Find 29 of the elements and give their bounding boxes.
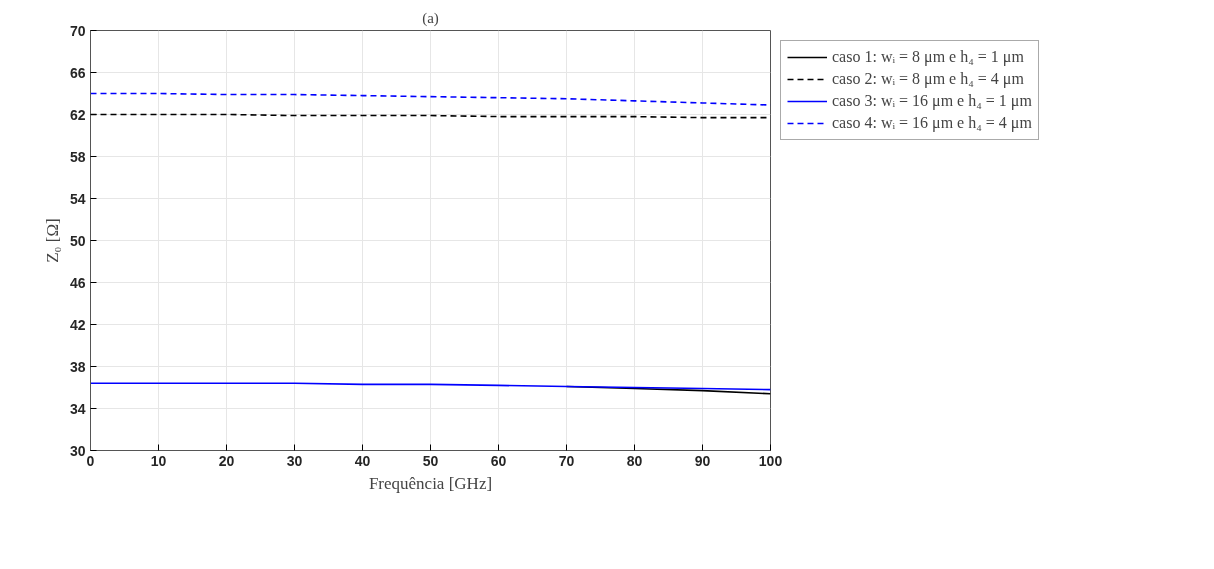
x-tick-label: 70 [558,452,575,469]
x-tick-label: 40 [354,452,371,469]
legend-label: caso 1: wᵢ = 8 μm e h₄ = 1 μm [832,48,1024,66]
x-tick-label: 20 [218,452,235,469]
y-tick-label: 34 [69,400,86,417]
x-axis-title: Frequência [GHz] [368,473,493,493]
legend-label: caso 2: wᵢ = 8 μm e h₄ = 4 μm [832,70,1024,88]
x-tick-label: 60 [490,452,507,469]
chart-title: (a) [422,9,439,27]
y-tick-label: 66 [69,64,86,81]
y-axis-title: Z₀ [Ω] [42,218,62,263]
y-tick-label: 50 [69,232,86,249]
x-tick-label: 50 [422,452,439,469]
x-tick-label: 90 [694,452,711,469]
line-series [90,382,771,391]
y-tick-label: 58 [69,148,86,165]
legend-label: caso 3: wᵢ = 16 μm e h₄ = 1 μm [832,92,1032,110]
legend-label: caso 4: wᵢ = 16 μm e h₄ = 4 μm [832,114,1032,132]
y-tick-label: 38 [69,358,86,375]
x-tick-label: 100 [758,452,783,469]
y-tick-label: 42 [69,316,86,333]
y-tick-label: 46 [69,274,86,291]
y-tick-label: 62 [69,106,86,123]
x-tick-label: 80 [626,452,643,469]
x-tick-label: 10 [150,452,167,469]
x-tick-label: 0 [86,452,95,469]
y-tick-label: 54 [69,190,86,207]
x-tick-label: 30 [286,452,303,469]
y-tick-label: 70 [69,22,86,39]
